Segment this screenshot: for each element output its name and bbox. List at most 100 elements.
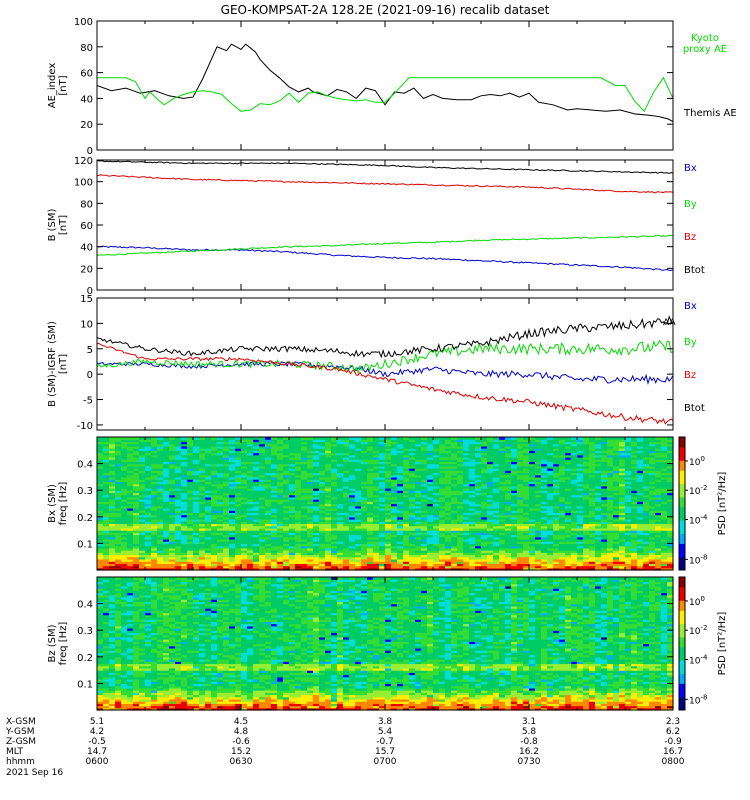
spectrogram-cell — [211, 468, 218, 471]
spectrogram-cell — [337, 465, 344, 469]
spectrogram-cell — [181, 465, 188, 469]
spectrogram-cell — [451, 474, 458, 478]
spectrogram-cell — [265, 456, 272, 460]
spectrogram-cell — [187, 514, 194, 518]
spectrogram-cell — [283, 496, 290, 500]
spectrogram-cell — [361, 439, 368, 443]
spectrogram-cell — [421, 492, 428, 496]
spectrogram-cell — [319, 512, 326, 516]
spectrogram-cell — [199, 485, 206, 489]
spectrogram-cell — [367, 465, 374, 469]
spectrogram-cell — [295, 507, 302, 511]
spectrogram-cell — [469, 439, 476, 443]
spectrogram-cell — [187, 437, 194, 440]
spectrogram-cell — [307, 461, 314, 465]
spectrogram-cell — [121, 505, 128, 509]
spectrogram-cell — [439, 501, 446, 505]
spectrogram-cell — [265, 552, 272, 556]
spectrogram-cell — [439, 454, 446, 458]
spectrogram-cell — [301, 487, 308, 491]
spectrogram-cell — [187, 485, 194, 489]
spectrogram-cell — [439, 510, 446, 513]
spectrogram-cell — [337, 512, 344, 516]
spectrogram-cell — [133, 448, 140, 451]
spectrogram-cell — [169, 532, 176, 536]
spectrogram-cell — [451, 519, 458, 522]
spectrogram-cell — [115, 437, 122, 440]
spectrogram-cell — [391, 507, 398, 511]
spectrogram-cell — [397, 561, 404, 564]
spectrogram-cell — [445, 547, 452, 551]
spectrogram-cell — [481, 521, 488, 525]
spectrogram-cell — [289, 541, 296, 544]
spectrogram-cell — [133, 521, 140, 525]
spectrogram-cell — [469, 454, 476, 458]
spectrogram-cell — [169, 481, 176, 485]
spectrogram-cell — [181, 519, 188, 522]
spectrogram-cell — [223, 554, 230, 558]
spectrogram-cell — [475, 465, 482, 469]
spectrogram-cell — [367, 530, 374, 533]
spectrogram-cell — [445, 561, 452, 564]
spectrogram-cell — [319, 474, 326, 478]
spectrogram-cell — [307, 479, 314, 482]
spectrogram-cell — [181, 501, 188, 505]
spectrogram-cell — [259, 474, 266, 478]
spectrogram-cell — [229, 496, 236, 500]
spectrogram-cell — [457, 521, 464, 525]
spectrogram-cell — [283, 503, 290, 507]
spectrogram-cell — [295, 487, 302, 491]
spectrogram-cell — [271, 445, 278, 449]
spectrogram-cell — [241, 452, 248, 456]
spectrogram-cell — [451, 558, 458, 562]
spectrogram-cell — [349, 487, 356, 491]
spectrogram-cell — [145, 476, 152, 480]
spectrogram-cell — [175, 450, 182, 454]
spectrogram-cell — [427, 521, 434, 525]
spectrogram-cell — [277, 492, 284, 496]
spectrogram-cell — [199, 547, 206, 551]
spectrogram-cell — [325, 525, 332, 529]
spectrogram-cell — [277, 485, 284, 489]
spectrogram-cell — [169, 538, 176, 542]
spectrogram-cell — [373, 443, 380, 447]
spectrogram-cell — [241, 563, 248, 567]
spectrogram-cell — [355, 523, 362, 527]
spectrogram-cell — [223, 541, 230, 544]
spectrogram-cell — [259, 519, 266, 522]
spectrogram-cell — [259, 550, 266, 553]
spectrogram-cell — [193, 521, 200, 525]
spectrogram-cell — [211, 558, 218, 562]
spectrogram-cell — [277, 439, 284, 443]
spectrogram-cell — [169, 510, 176, 513]
spectrogram-cell — [133, 525, 140, 529]
spectrogram-cell — [337, 454, 344, 458]
spectrogram-cell — [391, 543, 398, 547]
spectrogram-cell — [97, 552, 104, 556]
spectrogram-cell — [445, 510, 452, 513]
spectrogram-cell — [259, 556, 266, 560]
spectrogram-cell — [463, 474, 470, 478]
spectrogram-cell — [445, 461, 452, 465]
spectrogram-cell — [103, 530, 110, 533]
spectrogram-cell — [451, 567, 458, 571]
spectrogram-cell — [133, 476, 140, 480]
spectrogram-cell — [127, 448, 134, 451]
spectrogram-cell — [145, 507, 152, 511]
spectrogram-cell — [463, 499, 470, 502]
spectrogram-cell — [439, 450, 446, 454]
spectrogram-cell — [181, 470, 188, 474]
spectrogram-cell — [247, 496, 254, 500]
spectrogram-cell — [265, 516, 272, 520]
spectrogram-cell — [313, 541, 320, 544]
spectrogram-cell — [313, 445, 320, 449]
spectrogram-cell — [247, 536, 254, 540]
spectrogram-cell — [139, 541, 146, 544]
spectrogram-cell — [349, 476, 356, 480]
spectrogram-cell — [439, 552, 446, 556]
spectrogram-cell — [205, 543, 212, 547]
y-tick-label: 40 — [80, 94, 93, 105]
spectrogram-cell — [265, 530, 272, 533]
spectrogram-cell — [361, 452, 368, 456]
spectrogram-cell — [145, 499, 152, 502]
